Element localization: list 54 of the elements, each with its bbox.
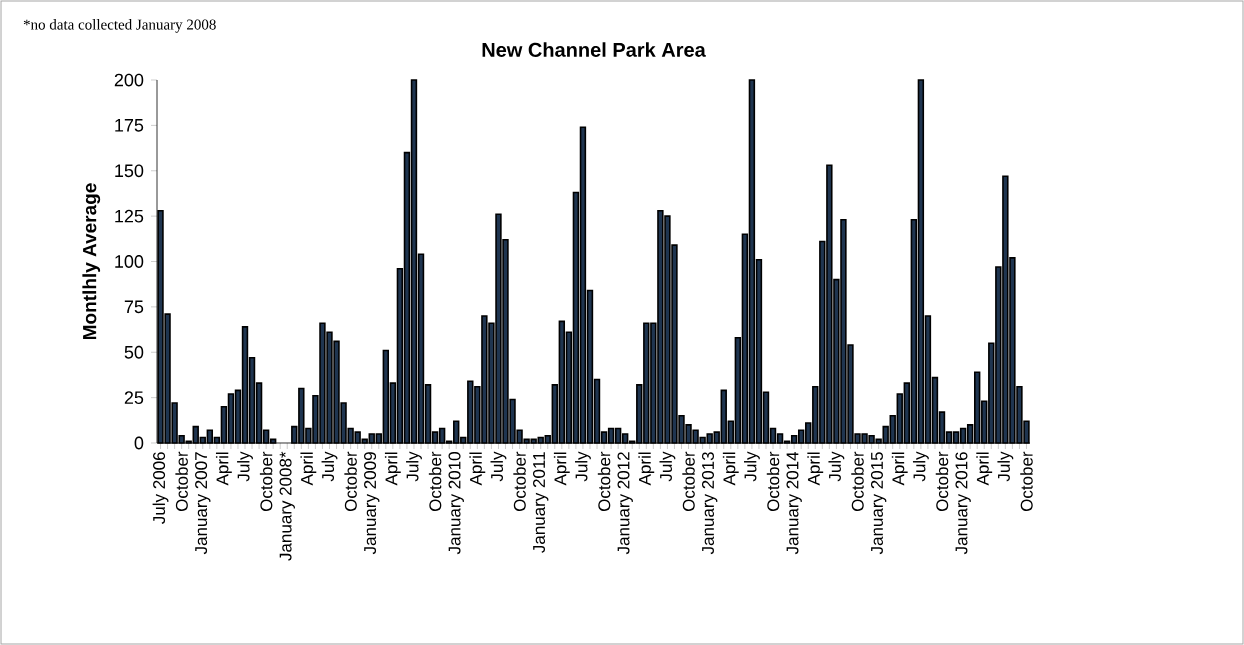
y-tick-label: 50 bbox=[124, 345, 144, 359]
x-tick-label: January 2009 bbox=[364, 452, 380, 555]
text: *no data collected January 2008 bbox=[23, 19, 216, 33]
y-tick-label: 0 bbox=[134, 436, 144, 450]
x-tick-label: January 2008* bbox=[279, 451, 295, 561]
x-tick-label: April bbox=[384, 452, 401, 486]
x-tick-label: April bbox=[553, 452, 570, 486]
y-tick-label: 25 bbox=[124, 391, 144, 405]
x-tick-label: January 2014 bbox=[786, 451, 802, 555]
x-tick-label: April bbox=[469, 452, 486, 486]
x-tick-label: April bbox=[807, 452, 824, 486]
x-tick-label: July bbox=[997, 451, 1014, 482]
x-tick-label: October bbox=[851, 451, 864, 512]
x-tick-label: January 2012 bbox=[617, 452, 633, 555]
x-tick-label: October bbox=[259, 451, 273, 512]
x-tick-label: July bbox=[406, 451, 422, 482]
x-tick-label: April bbox=[638, 452, 655, 486]
x-tick-label: October bbox=[935, 451, 949, 512]
x-tick-label: January 2011 bbox=[533, 452, 549, 553]
x-tick-label: January 2015 bbox=[870, 452, 887, 555]
x-tick-label: January 2013 bbox=[701, 452, 718, 555]
x-tick-label: April bbox=[215, 452, 232, 486]
x-tick-label: October bbox=[682, 451, 695, 512]
x-tick-label: April bbox=[976, 452, 993, 486]
y-tick-label: 125 bbox=[115, 209, 144, 223]
x-tick-label: April bbox=[891, 452, 908, 486]
x-tick-label: April bbox=[300, 452, 317, 486]
x-tick-label: July bbox=[912, 451, 929, 482]
y-tick-label: 100 bbox=[115, 255, 144, 268]
y-tick-label: 150 bbox=[115, 164, 144, 178]
x-tick-label: April bbox=[722, 452, 739, 486]
x-tick-label: July bbox=[659, 451, 676, 482]
x-tick-label: July bbox=[490, 451, 507, 482]
x-tick-label: October bbox=[428, 451, 442, 512]
x-tick-label: July bbox=[321, 451, 338, 482]
chart-title: New Channel Park Area bbox=[482, 42, 706, 57]
x-tick-label: July 2006 bbox=[152, 452, 169, 524]
x-tick-label: January 2010 bbox=[448, 452, 464, 555]
x-tick-label: October bbox=[175, 451, 188, 512]
y-tick-label: 175 bbox=[115, 119, 144, 132]
x-tick-label: July bbox=[237, 451, 253, 482]
y-axis-title: Montlhly Average bbox=[82, 183, 101, 340]
x-tick-label: January 2016 bbox=[955, 452, 971, 555]
y-tick-label: 200 bbox=[114, 73, 144, 87]
x-tick-label: October bbox=[1020, 451, 1033, 512]
x-tick-label: July bbox=[743, 451, 760, 482]
x-tick-label: July bbox=[828, 451, 845, 482]
x-tick-label: October bbox=[597, 451, 611, 512]
x-tick-label: October bbox=[344, 451, 357, 512]
y-tick-label: 75 bbox=[124, 300, 144, 314]
x-tick-label: July bbox=[575, 451, 591, 482]
x-tick-label: October bbox=[766, 451, 780, 512]
x-tick-label: October bbox=[513, 451, 526, 512]
x-tick-label: January 2007 bbox=[195, 452, 211, 555]
